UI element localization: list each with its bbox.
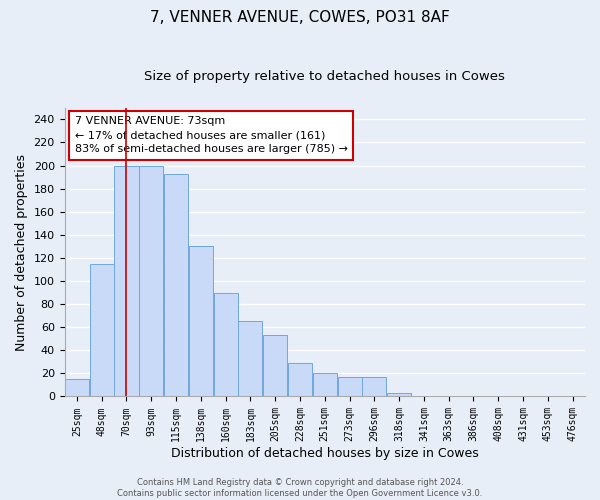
Y-axis label: Number of detached properties: Number of detached properties <box>15 154 28 350</box>
Bar <box>387 393 411 396</box>
Bar <box>214 292 238 397</box>
Title: Size of property relative to detached houses in Cowes: Size of property relative to detached ho… <box>145 70 505 83</box>
Bar <box>65 379 89 396</box>
Bar <box>115 166 139 396</box>
Bar <box>288 363 312 396</box>
Text: 7 VENNER AVENUE: 73sqm
← 17% of detached houses are smaller (161)
83% of semi-de: 7 VENNER AVENUE: 73sqm ← 17% of detached… <box>75 116 348 154</box>
Bar <box>362 377 386 396</box>
Text: Contains HM Land Registry data © Crown copyright and database right 2024.
Contai: Contains HM Land Registry data © Crown c… <box>118 478 482 498</box>
Bar <box>263 336 287 396</box>
Text: 7, VENNER AVENUE, COWES, PO31 8AF: 7, VENNER AVENUE, COWES, PO31 8AF <box>150 10 450 25</box>
Bar <box>238 322 262 396</box>
Bar <box>189 246 213 396</box>
Bar <box>313 374 337 396</box>
Bar <box>164 174 188 396</box>
Bar <box>338 377 362 396</box>
X-axis label: Distribution of detached houses by size in Cowes: Distribution of detached houses by size … <box>171 447 479 460</box>
Bar <box>139 166 163 396</box>
Bar <box>89 264 114 396</box>
